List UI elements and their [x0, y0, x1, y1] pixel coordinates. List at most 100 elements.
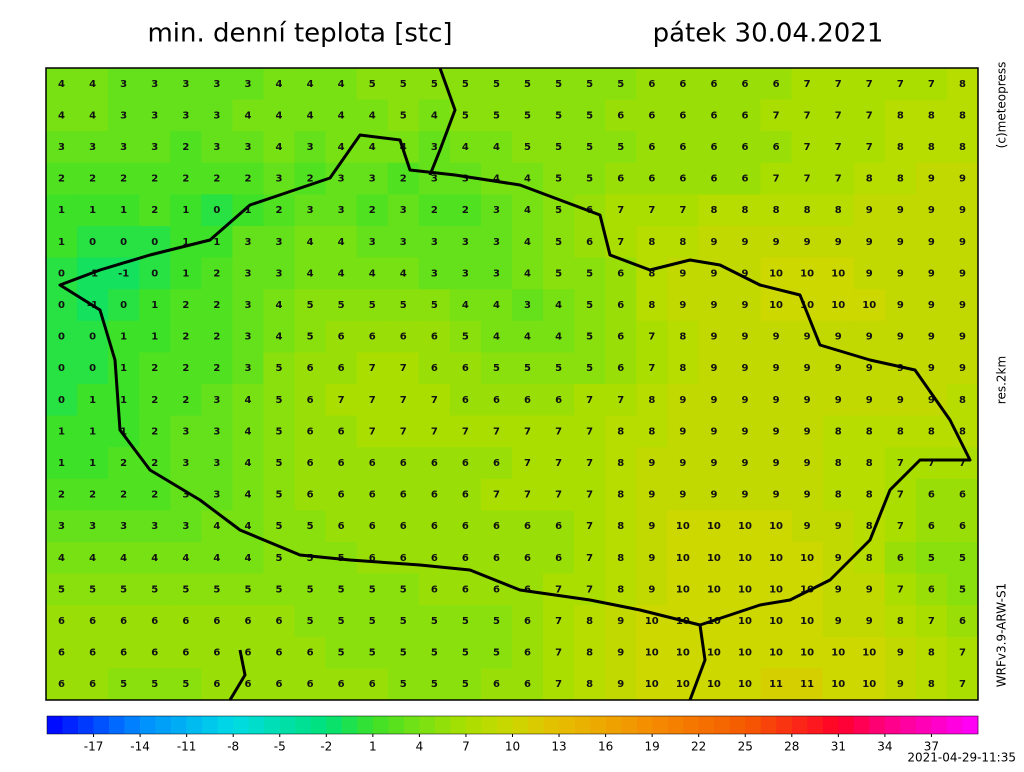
- cell: [480, 605, 513, 638]
- cell: [232, 447, 264, 480]
- cell: [418, 194, 451, 227]
- cell: [387, 289, 420, 322]
- cell-value: 6: [307, 490, 314, 501]
- cell: [108, 131, 140, 164]
- cell-value: 9: [648, 584, 655, 595]
- cell: [636, 352, 668, 385]
- cell-value: 6: [462, 363, 469, 374]
- cell-value: 1: [58, 426, 65, 437]
- cell-value: 10: [800, 300, 814, 311]
- cell: [822, 257, 855, 290]
- cell-value: 4: [524, 237, 531, 248]
- cell: [418, 289, 451, 322]
- cell: [574, 257, 606, 290]
- cell-value: 4: [307, 268, 314, 279]
- cell-value: 5: [58, 584, 65, 595]
- cell-value: 5: [586, 363, 593, 374]
- cell: [387, 68, 420, 101]
- cell-value: 9: [928, 237, 935, 248]
- cell-value: 9: [897, 268, 904, 279]
- cell-value: 9: [897, 205, 904, 216]
- colorbar-segment: [248, 716, 265, 734]
- cell: [822, 415, 855, 448]
- cell-value: 6: [555, 553, 562, 564]
- cell: [946, 289, 979, 322]
- cell-value: 9: [679, 458, 686, 469]
- cell: [543, 320, 575, 353]
- cell-value: 5: [400, 616, 407, 627]
- side-label: WRFv3.9-ARW-S1: [995, 583, 1009, 687]
- cell-value: 8: [617, 426, 624, 437]
- cell-value: 4: [307, 110, 314, 121]
- cell: [884, 510, 917, 543]
- cell-value: 2: [307, 174, 314, 185]
- cell: [294, 415, 327, 448]
- cell: [294, 352, 327, 385]
- cell-value: 9: [866, 268, 873, 279]
- cell-value: 9: [959, 363, 966, 374]
- cell: [139, 668, 171, 701]
- cell: [822, 605, 855, 638]
- cell-value: 6: [307, 395, 314, 406]
- cell-value: 1: [151, 332, 158, 343]
- cell-value: 5: [244, 584, 251, 595]
- cell-value: 5: [400, 679, 407, 690]
- cell-value: 5: [555, 363, 562, 374]
- cell-value: 7: [648, 363, 655, 374]
- cell: [636, 194, 668, 227]
- cell: [574, 226, 606, 259]
- cell: [418, 162, 451, 195]
- cell: [294, 447, 327, 480]
- cell-value: 9: [679, 395, 686, 406]
- cell: [822, 542, 855, 575]
- cell-value: 3: [58, 521, 65, 532]
- cell-value: 3: [213, 79, 220, 90]
- cell-value: 2: [182, 395, 189, 406]
- cell: [915, 415, 948, 448]
- cell: [77, 447, 109, 480]
- cell-value: 6: [369, 332, 376, 343]
- cell-value: 9: [866, 616, 873, 627]
- cell: [46, 447, 78, 480]
- cell-value: 2: [213, 268, 220, 279]
- cell-value: 9: [742, 395, 749, 406]
- cell: [822, 352, 855, 385]
- cell: [232, 289, 264, 322]
- cell-value: 1: [58, 205, 65, 216]
- colorbar-tick-label: -5: [274, 740, 286, 754]
- side-label: res.2km: [995, 356, 1009, 404]
- cell: [574, 68, 606, 101]
- cell-value: 7: [617, 395, 624, 406]
- cell-value: 5: [493, 110, 500, 121]
- cell: [139, 510, 171, 543]
- cell: [915, 131, 948, 164]
- cell: [387, 384, 420, 417]
- cell: [822, 194, 855, 227]
- cell: [232, 99, 264, 132]
- cell: [449, 289, 482, 322]
- colorbar-segment: [326, 716, 343, 734]
- cell: [853, 636, 886, 669]
- cell: [946, 668, 979, 701]
- colorbar-segment: [869, 716, 886, 734]
- colorbar-segment: [559, 716, 575, 734]
- cell-value: 6: [369, 679, 376, 690]
- cell: [822, 226, 855, 259]
- cell: [356, 510, 389, 543]
- cell: [512, 68, 544, 101]
- cell-value: 9: [804, 237, 811, 248]
- cell: [170, 668, 202, 701]
- cell: [46, 226, 78, 259]
- cell-value: 5: [524, 142, 531, 153]
- cell-value: 5: [493, 648, 500, 659]
- cell: [760, 478, 793, 511]
- cell: [636, 510, 668, 543]
- cell-value: 6: [307, 363, 314, 374]
- cell-value: 7: [524, 426, 531, 437]
- cell: [201, 384, 233, 417]
- cell-value: 8: [959, 142, 966, 153]
- cell: [946, 384, 979, 417]
- cell-value: 1: [120, 205, 127, 216]
- cell: [263, 573, 296, 606]
- cell-value: 4: [431, 110, 438, 121]
